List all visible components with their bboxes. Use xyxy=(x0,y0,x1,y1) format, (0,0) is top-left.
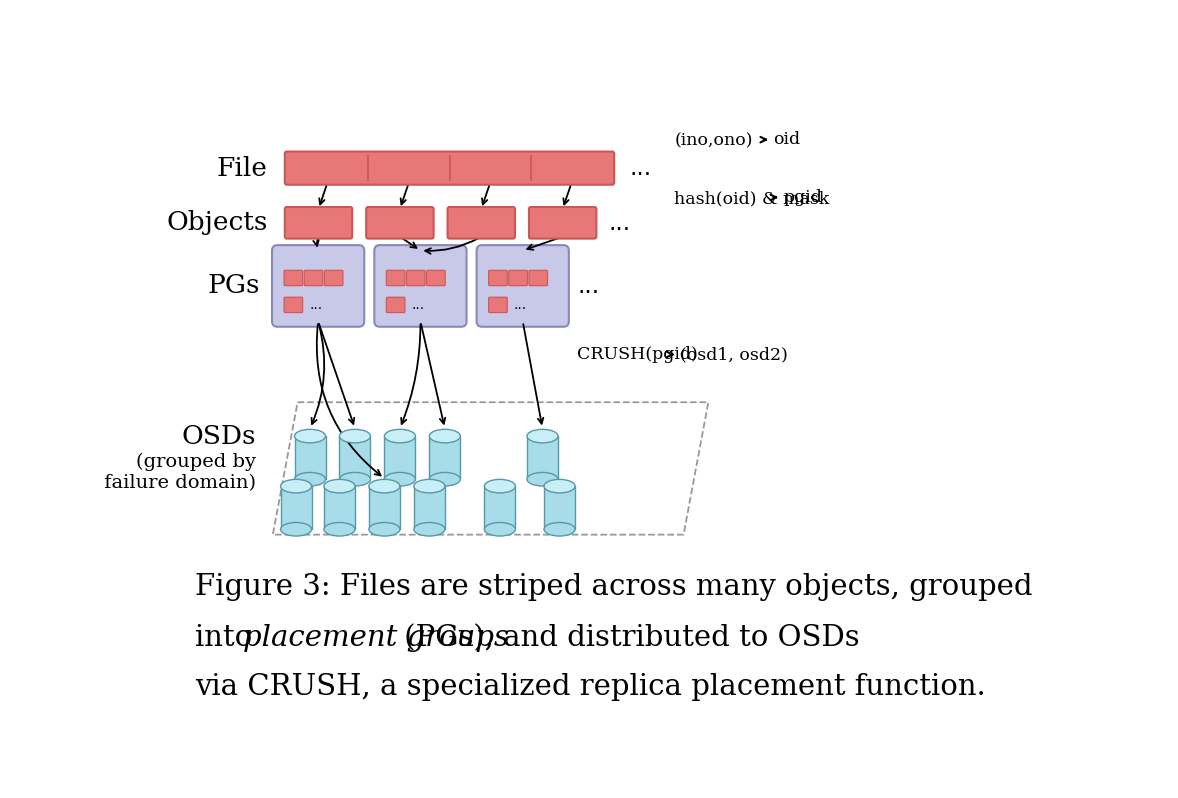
FancyBboxPatch shape xyxy=(386,271,405,286)
FancyBboxPatch shape xyxy=(477,245,569,326)
Polygon shape xyxy=(384,436,416,480)
FancyBboxPatch shape xyxy=(529,207,596,239)
Text: File: File xyxy=(217,156,267,180)
Polygon shape xyxy=(324,486,355,529)
FancyBboxPatch shape xyxy=(489,297,508,313)
Polygon shape xyxy=(484,486,516,529)
Text: Objects: Objects xyxy=(166,211,267,235)
Text: CRUSH(pgid): CRUSH(pgid) xyxy=(577,346,699,363)
FancyBboxPatch shape xyxy=(529,271,548,286)
Text: PGs: PGs xyxy=(207,274,259,298)
FancyBboxPatch shape xyxy=(284,297,303,313)
Ellipse shape xyxy=(544,523,575,536)
Text: pgid: pgid xyxy=(783,189,822,206)
FancyBboxPatch shape xyxy=(272,245,364,326)
Ellipse shape xyxy=(527,429,558,443)
FancyBboxPatch shape xyxy=(324,271,343,286)
Ellipse shape xyxy=(384,429,416,443)
Ellipse shape xyxy=(527,472,558,486)
Text: (PGs), and distributed to OSDs: (PGs), and distributed to OSDs xyxy=(396,624,860,652)
Ellipse shape xyxy=(294,472,325,486)
Text: OSDs: OSDs xyxy=(181,425,256,449)
Text: placement groups: placement groups xyxy=(244,624,509,652)
Polygon shape xyxy=(339,436,370,480)
Text: Figure 3: Files are striped across many objects, grouped: Figure 3: Files are striped across many … xyxy=(196,573,1033,601)
FancyBboxPatch shape xyxy=(366,207,434,239)
FancyBboxPatch shape xyxy=(426,271,445,286)
FancyBboxPatch shape xyxy=(489,271,508,286)
Text: (osd1, osd2): (osd1, osd2) xyxy=(680,346,788,363)
Text: ...: ... xyxy=(309,298,323,312)
Polygon shape xyxy=(544,486,575,529)
Text: hash(oid) & mask: hash(oid) & mask xyxy=(674,191,829,207)
Ellipse shape xyxy=(324,480,355,493)
Ellipse shape xyxy=(429,472,461,486)
Ellipse shape xyxy=(484,523,516,536)
FancyBboxPatch shape xyxy=(509,271,528,286)
Ellipse shape xyxy=(413,480,445,493)
Text: via CRUSH, a specialized replica placement function.: via CRUSH, a specialized replica placeme… xyxy=(196,674,986,701)
Text: ...: ... xyxy=(577,274,600,298)
Polygon shape xyxy=(429,436,461,480)
Text: (ino,ono): (ino,ono) xyxy=(674,132,753,150)
Ellipse shape xyxy=(429,429,461,443)
Text: ...: ... xyxy=(608,211,630,235)
FancyBboxPatch shape xyxy=(284,271,303,286)
Ellipse shape xyxy=(384,472,416,486)
Ellipse shape xyxy=(339,429,370,443)
FancyBboxPatch shape xyxy=(285,152,614,184)
Text: ...: ... xyxy=(411,298,424,312)
Ellipse shape xyxy=(369,523,399,536)
Text: (grouped by: (grouped by xyxy=(135,453,256,472)
FancyBboxPatch shape xyxy=(285,207,352,239)
FancyBboxPatch shape xyxy=(406,271,425,286)
Ellipse shape xyxy=(280,523,311,536)
Polygon shape xyxy=(369,486,399,529)
FancyBboxPatch shape xyxy=(386,297,405,313)
Ellipse shape xyxy=(413,523,445,536)
Ellipse shape xyxy=(324,523,355,536)
Text: ...: ... xyxy=(629,156,651,180)
Polygon shape xyxy=(413,486,445,529)
Ellipse shape xyxy=(544,480,575,493)
FancyBboxPatch shape xyxy=(304,271,323,286)
Ellipse shape xyxy=(369,480,399,493)
Text: failure domain): failure domain) xyxy=(98,474,256,492)
Text: oid: oid xyxy=(774,131,801,148)
Polygon shape xyxy=(527,436,558,480)
Ellipse shape xyxy=(280,480,311,493)
Ellipse shape xyxy=(484,480,516,493)
Text: ...: ... xyxy=(514,298,527,312)
Polygon shape xyxy=(280,486,311,529)
Ellipse shape xyxy=(294,429,325,443)
Text: into: into xyxy=(196,624,262,652)
FancyBboxPatch shape xyxy=(375,245,466,326)
Ellipse shape xyxy=(339,472,370,486)
FancyBboxPatch shape xyxy=(448,207,515,239)
Polygon shape xyxy=(294,436,325,480)
